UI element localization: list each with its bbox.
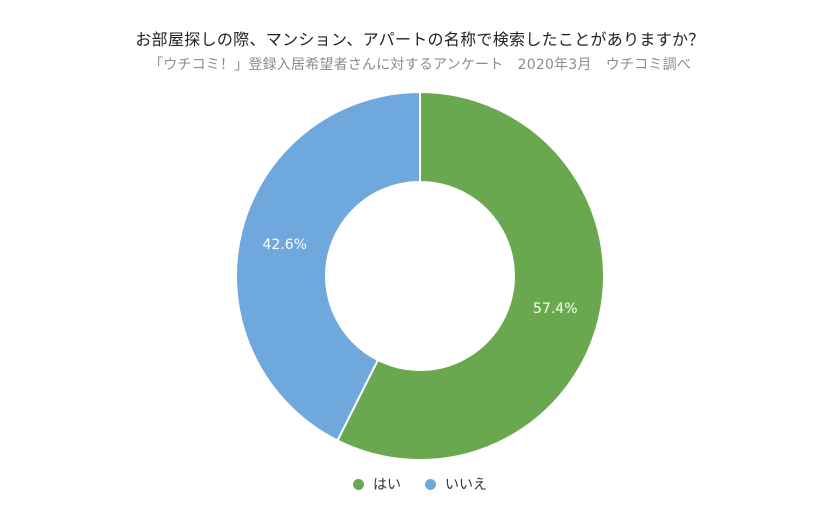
legend-label-no: いいえ	[445, 477, 487, 493]
slice-no	[235, 90, 421, 442]
legend-item-yes: はい	[353, 474, 401, 494]
data-label-yes: 57.4%	[533, 301, 577, 317]
legend: はい いいえ	[0, 474, 840, 494]
slice-yes	[336, 90, 605, 461]
legend-swatch-yes	[353, 478, 364, 490]
legend-label-yes: はい	[373, 477, 401, 493]
chart-subtitle: 「ウチコミ！」登録入居希望者さんに対するアンケート 2020年3月 ウチコミ調べ	[149, 57, 691, 73]
data-label-no: 42.6%	[262, 237, 306, 253]
legend-swatch-no	[425, 478, 436, 490]
chart-title: お部屋探しの際、マンション、アパートの名称で検索したことがありますか？	[135, 30, 705, 49]
legend-item-no: いいえ	[425, 474, 487, 494]
